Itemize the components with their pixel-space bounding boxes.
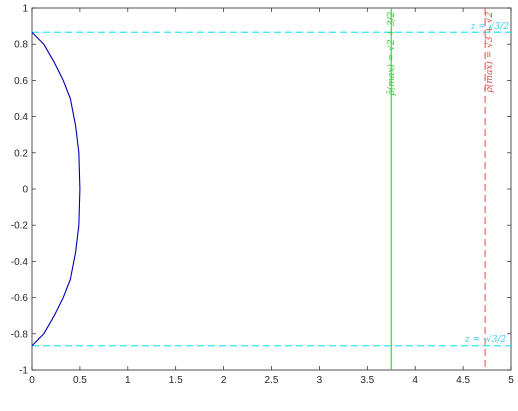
y-tick-label: -0.2	[11, 221, 29, 232]
data-series	[31, 31, 81, 347]
axes-frame	[31, 7, 512, 371]
annotations: ρ̂(max) = √2 + 3/2 ρ̂(max) = √3 + √2z = √…	[386, 11, 509, 345]
x-tick-label: 4	[412, 375, 418, 386]
y-tick-label: -0.4	[11, 257, 29, 268]
tick-labels: 0 0.5 1 1.5 2 2.5 3 3.5 4 4.5 5 -1 -0.8 -0.6 -0.4 -0.2 0…	[11, 4, 514, 387]
y-tick-label: -0.8	[11, 329, 29, 340]
y-tick-label: 0	[22, 185, 28, 196]
x-tick-label: 0.5	[73, 375, 87, 386]
x-tick-label: 3.5	[360, 375, 374, 386]
annotation-label: ρ̂(max) = √3 + √2	[484, 11, 495, 93]
x-tick-label: 0	[29, 375, 35, 386]
tick-marks	[31, 7, 512, 371]
x-tick-label: 2.5	[265, 375, 279, 386]
x-tick-label: 2	[221, 375, 227, 386]
series-line	[31, 31, 81, 347]
y-tick-label: 1	[22, 4, 28, 15]
reference-lines	[32, 8, 511, 370]
y-tick-label: 0.4	[14, 112, 28, 123]
y-tick-label: 0.2	[14, 148, 28, 159]
x-tick-label: 1.5	[169, 375, 183, 386]
y-tick-label: 0.8	[14, 40, 28, 51]
x-tick-label: 5	[508, 375, 514, 386]
y-tick-label: -0.6	[11, 293, 29, 304]
x-tick-label: 1	[125, 375, 131, 386]
x-tick-label: 3	[317, 375, 323, 386]
annotation-label: z = √3/2	[470, 21, 509, 32]
annotation-label: z = -√3/2	[464, 334, 507, 345]
y-tick-label: 0.6	[14, 76, 28, 87]
x-tick-label: 4.5	[456, 375, 470, 386]
annotation-label: ρ̂(max) = √2 + 3/2	[386, 11, 397, 96]
y-tick-label: -1	[19, 366, 28, 377]
